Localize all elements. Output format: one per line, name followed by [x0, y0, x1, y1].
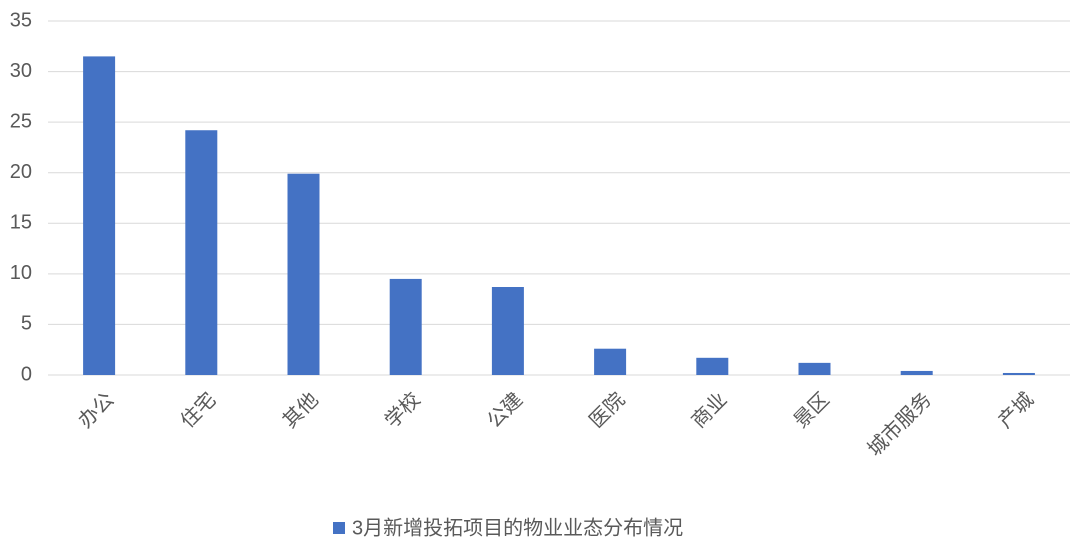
x-tick-label: 医院 — [585, 388, 630, 433]
bar — [185, 130, 218, 375]
y-tick-label: 30 — [10, 60, 32, 82]
y-tick-label: 20 — [10, 161, 32, 183]
bar — [696, 357, 729, 375]
bar — [798, 362, 831, 375]
x-tick-label: 学校 — [380, 388, 425, 433]
legend-swatch — [333, 522, 345, 534]
bar — [83, 56, 116, 376]
x-tick-label: 办公 — [74, 388, 119, 433]
bar — [900, 370, 933, 375]
bar — [594, 348, 627, 375]
bar — [287, 173, 320, 375]
x-tick-label: 商业 — [687, 388, 732, 433]
y-tick-label: 35 — [10, 9, 32, 31]
y-tick-label: 15 — [10, 212, 32, 234]
y-tick-label: 10 — [10, 262, 32, 284]
y-tick-label: 25 — [10, 110, 32, 132]
x-tick-label: 公建 — [483, 388, 528, 433]
x-tick-label: 产城 — [994, 388, 1039, 433]
x-tick-label: 住宅 — [176, 388, 221, 433]
bar — [389, 278, 422, 375]
legend-label: 3月新增投拓项目的物业业态分布情况 — [352, 516, 683, 539]
x-tick-label: 景区 — [790, 389, 834, 433]
y-tick-label: 5 — [21, 313, 32, 335]
bar — [491, 287, 524, 375]
x-tick-label: 城市服务 — [863, 388, 936, 461]
y-tick-label: 0 — [21, 363, 32, 385]
x-tick-label: 其他 — [278, 388, 323, 433]
bar — [1002, 372, 1035, 375]
